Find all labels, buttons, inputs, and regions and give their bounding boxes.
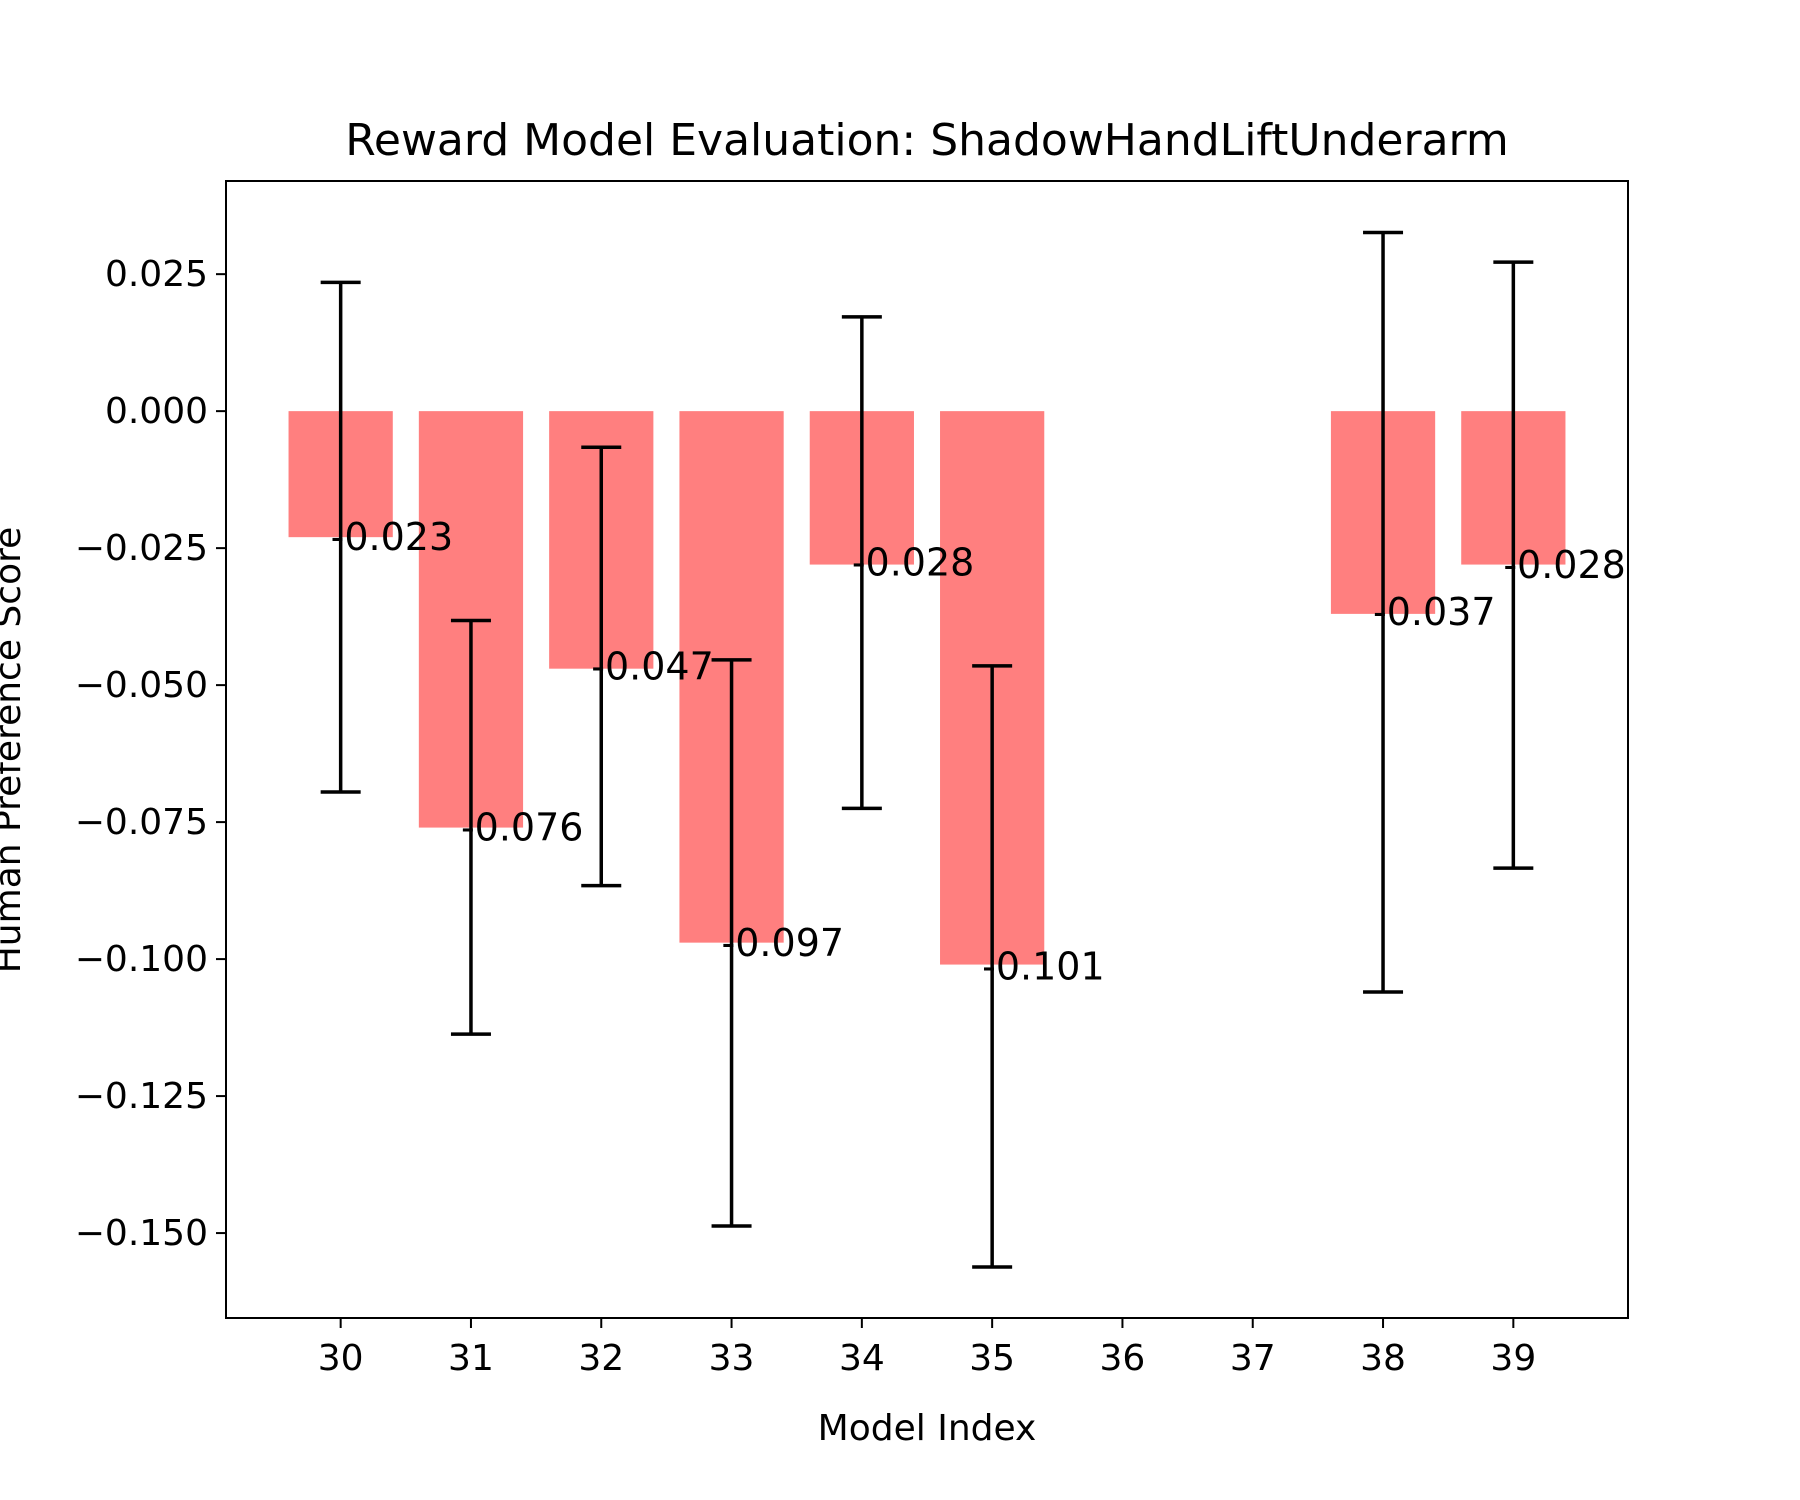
x-tick-label-32: 32 bbox=[578, 1338, 624, 1379]
x-tick-label-31: 31 bbox=[448, 1338, 494, 1379]
data-label-33: -0.097 bbox=[722, 921, 845, 965]
x-tick-label-38: 38 bbox=[1360, 1338, 1406, 1379]
plot-area-frame bbox=[225, 180, 1629, 1319]
y-tick-label-6: −0.125 bbox=[75, 1076, 208, 1117]
x-tick-label-30: 30 bbox=[318, 1338, 364, 1379]
x-tick-label-35: 35 bbox=[969, 1338, 1015, 1379]
error-bars-layer bbox=[320, 230, 1534, 1269]
x-tick-label-33: 33 bbox=[709, 1338, 755, 1379]
data-label-34: -0.028 bbox=[852, 541, 975, 585]
data-labels-layer: -0.023 -0.076 -0.047 -0.097 -0.028 -0.101 -0.0… bbox=[331, 515, 1626, 988]
chart-title: Reward Model Evaluation: ShadowHandLiftU… bbox=[345, 115, 1508, 166]
y-tick-label-4: −0.075 bbox=[75, 802, 208, 843]
x-tick-label-36: 36 bbox=[1100, 1338, 1146, 1379]
x-axis: 30 31 32 33 34 35 36 37 38 39 bbox=[318, 1318, 1536, 1379]
y-axis: 0.025 0.000 −0.025 −0.050 −0.075 −0.100 −0.125… bbox=[75, 254, 226, 1254]
x-tick-label-39: 39 bbox=[1490, 1338, 1536, 1379]
y-tick-label-1: 0.000 bbox=[105, 391, 208, 432]
data-label-31: -0.076 bbox=[461, 805, 584, 849]
data-label-35: -0.101 bbox=[982, 944, 1105, 988]
y-axis-label: Human Preference Score bbox=[0, 527, 29, 974]
y-tick-label-0: 0.025 bbox=[105, 254, 208, 295]
y-tick-label-2: −0.025 bbox=[75, 528, 208, 569]
y-tick-label-7: −0.150 bbox=[75, 1213, 208, 1254]
data-label-38: -0.037 bbox=[1373, 590, 1496, 634]
x-tick-label-34: 34 bbox=[839, 1338, 885, 1379]
y-tick-label-3: −0.050 bbox=[75, 665, 208, 706]
x-tick-label-37: 37 bbox=[1230, 1338, 1276, 1379]
data-label-32: -0.047 bbox=[591, 644, 714, 688]
data-label-30: -0.023 bbox=[331, 515, 454, 559]
x-axis-label: Model Index bbox=[818, 1408, 1037, 1449]
data-label-39: -0.028 bbox=[1503, 543, 1626, 587]
y-tick-label-5: −0.100 bbox=[75, 939, 208, 980]
